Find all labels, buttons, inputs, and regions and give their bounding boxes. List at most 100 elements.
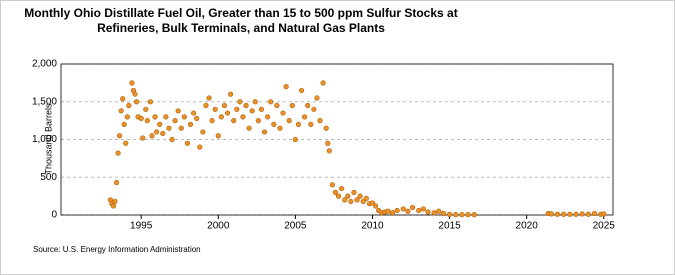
data-point — [166, 125, 172, 131]
data-point — [360, 198, 366, 205]
data-point — [323, 125, 329, 131]
data-point — [126, 102, 132, 109]
data-point — [567, 211, 573, 217]
data-point — [295, 121, 302, 127]
data-point — [249, 108, 255, 114]
data-point — [200, 129, 206, 135]
data-point — [339, 185, 345, 192]
data-point — [152, 114, 158, 120]
data-point — [332, 189, 339, 195]
data-point — [169, 136, 175, 143]
chart-title: Monthly Ohio Distillate Fuel Oil, Greate… — [24, 6, 458, 35]
data-point — [187, 121, 194, 127]
data-point — [345, 193, 351, 199]
data-point — [147, 99, 154, 105]
y-tick-label: 0 — [51, 210, 57, 221]
data-point — [420, 206, 426, 212]
data-point — [292, 136, 298, 143]
data-point — [385, 208, 391, 214]
data-point — [357, 193, 363, 199]
data-point — [554, 211, 561, 217]
data-point — [573, 211, 579, 217]
data-point — [277, 125, 283, 131]
data-point — [215, 133, 221, 139]
plot-frame — [60, 63, 614, 216]
y-tick-label: 1,500 — [32, 96, 57, 107]
data-point — [149, 133, 155, 139]
data-point — [579, 211, 585, 217]
data-point — [194, 115, 200, 121]
x-tick-label: 2015 — [438, 221, 461, 232]
data-point — [548, 211, 554, 217]
data-point — [112, 198, 118, 205]
data-point — [184, 140, 191, 146]
data-point — [459, 212, 465, 218]
data-point — [436, 208, 442, 214]
data-point — [416, 207, 422, 214]
data-point — [144, 118, 150, 124]
data-point — [440, 210, 446, 217]
data-point — [320, 80, 326, 86]
data-point — [342, 197, 348, 203]
data-point — [425, 209, 431, 215]
x-tick-label: 2000 — [207, 221, 230, 232]
data-point — [326, 148, 332, 154]
data-point — [265, 114, 271, 120]
data-point — [140, 135, 146, 141]
data-point — [206, 95, 212, 101]
y-axis-label: Thousand Barrels — [43, 103, 53, 175]
data-point — [274, 102, 280, 109]
data-point — [561, 211, 567, 217]
data-point — [231, 118, 237, 124]
data-point — [138, 115, 144, 121]
data-point — [175, 108, 181, 114]
data-point — [124, 114, 130, 120]
data-point — [212, 106, 218, 112]
data-point — [132, 91, 138, 97]
data-point — [118, 108, 124, 114]
data-point — [255, 118, 261, 124]
data-point — [157, 121, 163, 127]
x-tick-label: 2010 — [361, 221, 384, 232]
data-point — [120, 96, 126, 102]
data-point — [181, 114, 187, 120]
data-point — [209, 118, 215, 124]
data-point — [243, 102, 249, 109]
data-point — [224, 110, 231, 116]
y-tick-label: 2,000 — [32, 59, 57, 70]
data-point — [113, 179, 120, 186]
data-point — [163, 114, 169, 120]
data-point — [329, 182, 335, 188]
data-point — [351, 189, 357, 195]
data-point — [258, 106, 265, 112]
data-point — [585, 211, 591, 217]
data-point — [191, 110, 197, 116]
data-point — [246, 125, 252, 131]
data-point — [271, 121, 277, 127]
data-point — [389, 210, 396, 216]
y-tick-label: 500 — [40, 172, 57, 183]
data-point — [369, 200, 376, 206]
data-point — [335, 193, 342, 199]
data-point — [289, 102, 295, 109]
data-point — [317, 118, 323, 124]
data-point — [280, 110, 286, 116]
data-point — [314, 95, 320, 101]
data-point — [394, 207, 400, 214]
data-point — [453, 212, 459, 218]
data-point — [325, 140, 331, 146]
data-point — [308, 121, 314, 127]
data-point — [123, 140, 129, 146]
x-tick-label: 2025 — [593, 221, 616, 232]
data-point — [234, 106, 240, 112]
data-point — [601, 211, 607, 217]
data-point — [305, 102, 311, 109]
data-point — [354, 197, 360, 203]
data-point — [121, 121, 127, 127]
data-point — [311, 106, 317, 112]
data-point — [261, 129, 268, 135]
data-point — [237, 99, 243, 105]
data-point — [203, 102, 209, 109]
